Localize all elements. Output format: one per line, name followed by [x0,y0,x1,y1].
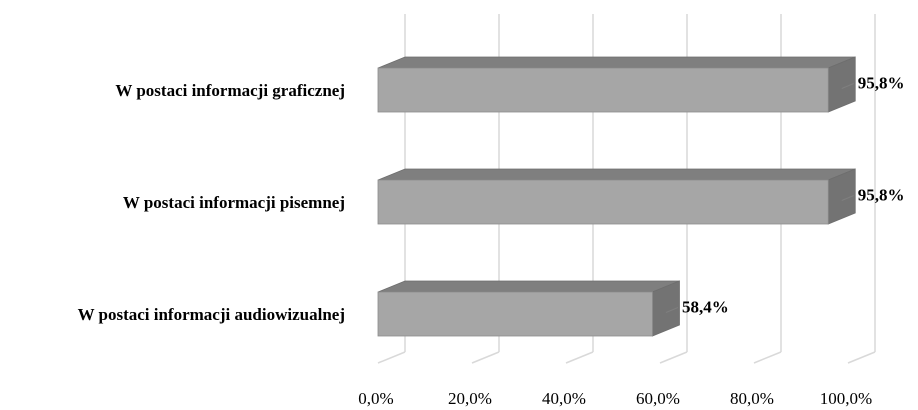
bar-w-postaci-informacji-pisemnej [377,168,856,225]
x-tick-label-60: 60,0% [636,389,680,408]
bar-w-postaci-informacji-audiowizualnej [377,280,680,337]
x-tick-label-40: 40,0% [542,389,586,408]
value-label-w-postaci-informacji-graficznej: 95,8% [841,74,905,93]
value-labels: 95,8% 95,8% 58,4% [665,74,905,317]
svg-text:95,8%: 95,8% [858,74,905,93]
category-label-w-postaci-informacji-graficznej: W postaci informacji graficznej [115,81,345,100]
category-labels: W postaci informacji graficznej W postaci… [78,81,345,324]
category-label-w-postaci-informacji-audiowizualnej: W postaci informacji audiowizualnej [78,305,345,324]
svg-text:58,4%: 58,4% [682,298,729,317]
value-label-w-postaci-informacji-pisemnej: 95,8% [841,186,905,205]
x-tick-label-20: 20,0% [448,389,492,408]
svg-text:95,8%: 95,8% [858,186,905,205]
x-axis-tick-labels: 0,0% 20,0% 40,0% 60,0% 80,0% 100,0% [358,389,872,408]
x-tick-label-100: 100,0% [820,389,872,408]
bars [377,56,856,337]
value-label-w-postaci-informacji-audiowizualnej: 58,4% [665,298,729,317]
x-tick-label-0: 0,0% [358,389,393,408]
gridline-100 [847,14,876,364]
category-label-w-postaci-informacji-pisemnej: W postaci informacji pisemnej [123,193,345,212]
x-tick-label-80: 80,0% [730,389,774,408]
bar-w-postaci-informacji-graficznej [377,56,856,113]
